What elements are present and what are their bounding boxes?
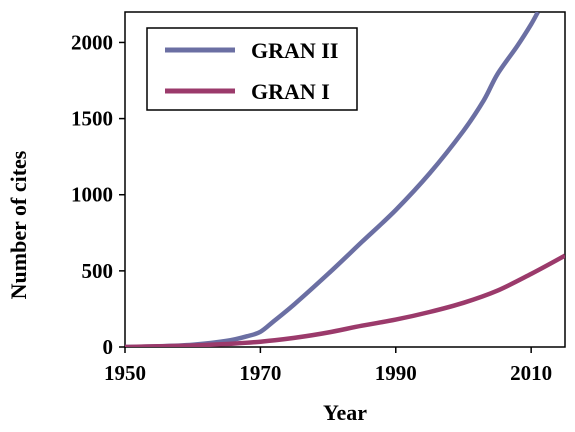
y-tick-label: 2000	[71, 30, 113, 54]
y-tick-label: 500	[82, 259, 114, 283]
series-line-gran-ii	[125, 12, 540, 347]
legend-box	[146, 27, 358, 111]
x-axis-title: Year	[323, 400, 367, 425]
x-tick-label: 1950	[104, 361, 146, 385]
y-tick-label: 1000	[71, 183, 113, 207]
y-tick-label: 1500	[71, 107, 113, 131]
legend: GRAN II GRAN I	[146, 27, 358, 111]
legend-label-gran-ii: GRAN II	[251, 38, 338, 63]
x-tick-label: 1970	[239, 361, 281, 385]
y-axis-title: Number of cites	[6, 150, 31, 299]
legend-label-gran-i: GRAN I	[251, 79, 330, 104]
x-tick-label: 2010	[510, 361, 552, 385]
x-tick-label: 1990	[375, 361, 417, 385]
y-tick-label: 0	[103, 335, 114, 359]
ticks-layer: 0 500 1000 1500 2000 1950 1970 1990 2010	[71, 30, 552, 385]
series-layer	[125, 12, 565, 347]
series-line-gran-i	[125, 253, 565, 347]
